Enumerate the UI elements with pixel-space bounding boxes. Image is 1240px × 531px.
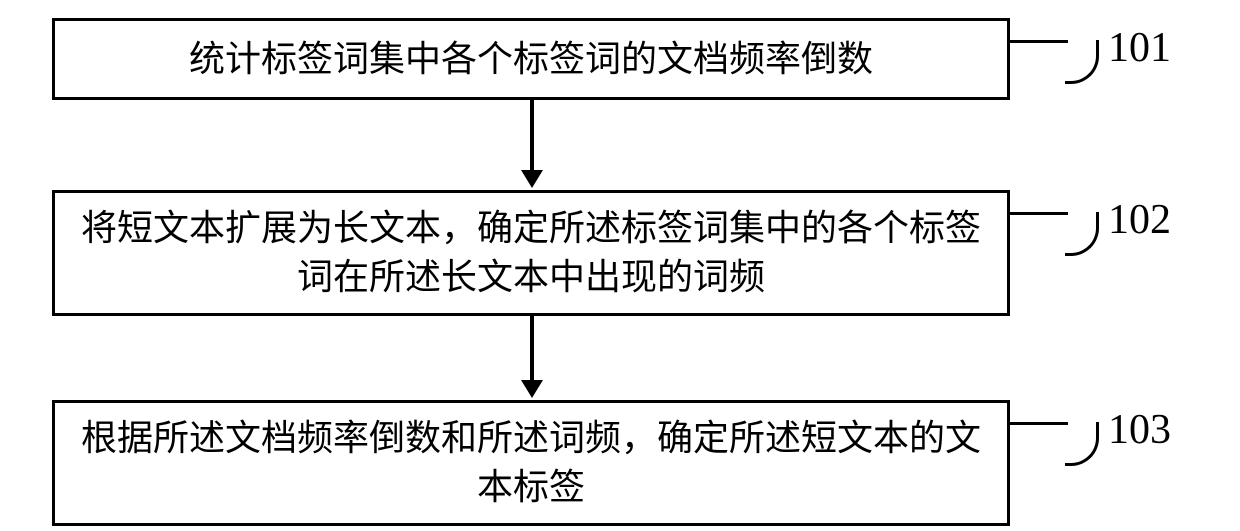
arrow-1-2 xyxy=(529,100,535,190)
flow-step-1: 统计标签词集中各个标签词的文档频率倒数 xyxy=(52,18,1010,100)
connector-3 xyxy=(1010,422,1068,425)
step-label-3: 103 xyxy=(1108,406,1171,454)
connector-1 xyxy=(1010,40,1068,43)
flow-step-2: 将短文本扩展为长文本，确定所述标签词集中的各个标签词在所述长文本中出现的词频 xyxy=(52,190,1010,316)
flow-step-1-text: 统计标签词集中各个标签词的文档频率倒数 xyxy=(189,35,873,84)
flow-step-2-text: 将短文本扩展为长文本，确定所述标签词集中的各个标签词在所述长文本中出现的词频 xyxy=(75,204,987,301)
connector-2 xyxy=(1010,212,1068,215)
step-label-1: 101 xyxy=(1108,24,1171,72)
hook-1 xyxy=(1065,40,1099,84)
flowchart-canvas: 统计标签词集中各个标签词的文档频率倒数 101 将短文本扩展为长文本，确定所述标… xyxy=(0,0,1240,531)
hook-3 xyxy=(1065,422,1099,466)
hook-2 xyxy=(1065,212,1099,256)
step-label-2: 102 xyxy=(1108,196,1171,244)
flow-step-3: 根据所述文档频率倒数和所述词频，确定所述短文本的文本标签 xyxy=(52,400,1010,526)
arrow-2-3 xyxy=(529,316,535,400)
flow-step-3-text: 根据所述文档频率倒数和所述词频，确定所述短文本的文本标签 xyxy=(75,414,987,511)
